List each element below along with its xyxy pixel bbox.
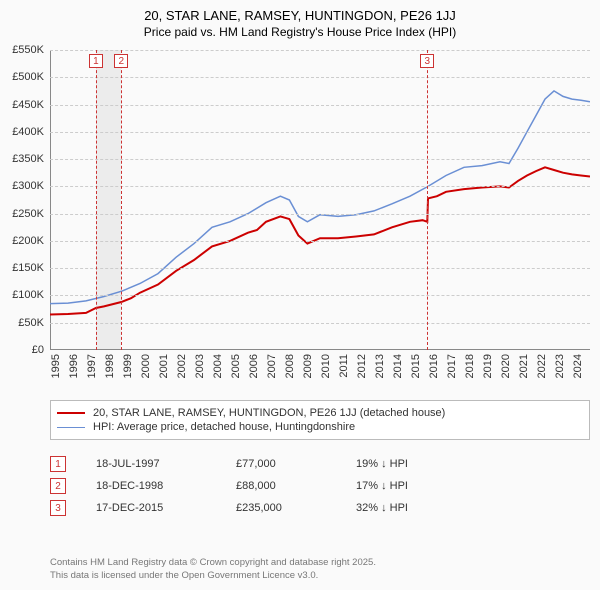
x-tick-label: 2016 (428, 354, 440, 378)
y-tick-label: £400K (12, 126, 50, 138)
x-tick-label: 2013 (374, 354, 386, 378)
grid-line (50, 241, 590, 242)
x-tick-label: 2004 (212, 354, 224, 378)
y-tick-label: £100K (12, 289, 50, 301)
grid-line (50, 50, 590, 51)
legend-swatch (57, 427, 85, 428)
x-tick-label: 2024 (572, 354, 584, 378)
chart-lines-svg (50, 50, 590, 350)
x-tick-label: 1996 (68, 354, 80, 378)
y-tick-label: £50K (18, 317, 50, 329)
chart-title-address: 20, STAR LANE, RAMSEY, HUNTINGDON, PE26 … (0, 8, 600, 23)
sale-marker-box: 1 (89, 54, 103, 68)
y-tick-label: £0 (32, 344, 50, 356)
chart-container: 20, STAR LANE, RAMSEY, HUNTINGDON, PE26 … (0, 0, 600, 590)
sales-table: 1 18-JUL-1997£77,00019% ↓ HPI 2 18-DEC-1998… (50, 450, 590, 522)
series-hpi (50, 91, 590, 304)
x-tick-label: 2021 (518, 354, 530, 378)
chart-title-sub: Price paid vs. HM Land Registry's House … (0, 25, 600, 39)
y-tick-label: £500K (12, 71, 50, 83)
sale-date: 17-DEC-2015 (96, 502, 236, 514)
footer-line-2: This data is licensed under the Open Gov… (50, 570, 590, 582)
x-tick-label: 2011 (338, 354, 350, 378)
y-tick-label: £250K (12, 208, 50, 220)
sale-date: 18-DEC-1998 (96, 480, 236, 492)
sale-price: £77,000 (236, 458, 356, 470)
y-tick-label: £150K (12, 262, 50, 274)
sale-hpi-delta: 19% ↓ HPI (356, 458, 408, 470)
sale-date: 18-JUL-1997 (96, 458, 236, 470)
sale-price: £88,000 (236, 480, 356, 492)
sale-price: £235,000 (236, 502, 356, 514)
x-tick-label: 2008 (284, 354, 296, 378)
sale-marker-box: 2 (114, 54, 128, 68)
grid-line (50, 186, 590, 187)
x-tick-label: 2020 (500, 354, 512, 378)
footer-line-1: Contains HM Land Registry data © Crown c… (50, 557, 590, 569)
grid-line (50, 295, 590, 296)
x-tick-label: 2014 (392, 354, 404, 378)
chart-plot-area: £0£50K£100K£150K£200K£250K£300K£350K£400… (50, 50, 590, 350)
y-tick-label: £350K (12, 153, 50, 165)
grid-line (50, 159, 590, 160)
x-tick-label: 2010 (320, 354, 332, 378)
sale-marker-line (121, 50, 122, 350)
x-tick-label: 1998 (104, 354, 116, 378)
x-tick-label: 2022 (536, 354, 548, 378)
x-tick-label: 1999 (122, 354, 134, 378)
sale-marker-line (96, 50, 97, 350)
grid-line (50, 132, 590, 133)
y-tick-label: £200K (12, 235, 50, 247)
sale-marker-box: 3 (420, 54, 434, 68)
chart-legend: 20, STAR LANE, RAMSEY, HUNTINGDON, PE26 … (50, 400, 590, 440)
x-tick-label: 2018 (464, 354, 476, 378)
sale-row: 3 17-DEC-2015£235,00032% ↓ HPI (50, 500, 590, 516)
sale-marker: 2 (50, 478, 66, 494)
x-tick-label: 2005 (230, 354, 242, 378)
sale-hpi-delta: 32% ↓ HPI (356, 502, 408, 514)
x-tick-label: 2002 (176, 354, 188, 378)
x-tick-label: 2015 (410, 354, 422, 378)
grid-line (50, 105, 590, 106)
legend-swatch (57, 412, 85, 414)
y-tick-label: £300K (12, 180, 50, 192)
x-tick-label: 1997 (86, 354, 98, 378)
x-tick-label: 2017 (446, 354, 458, 378)
sale-marker: 1 (50, 456, 66, 472)
grid-line (50, 77, 590, 78)
sale-row: 2 18-DEC-1998£88,00017% ↓ HPI (50, 478, 590, 494)
x-tick-label: 2006 (248, 354, 260, 378)
grid-line (50, 323, 590, 324)
y-tick-label: £550K (12, 44, 50, 56)
chart-footer: Contains HM Land Registry data © Crown c… (50, 557, 590, 582)
legend-label: HPI: Average price, detached house, Hunt… (93, 421, 355, 433)
x-tick-label: 1995 (50, 354, 62, 378)
x-tick-label: 2023 (554, 354, 566, 378)
y-tick-label: £450K (12, 99, 50, 111)
sale-row: 1 18-JUL-1997£77,00019% ↓ HPI (50, 456, 590, 472)
x-tick-label: 2003 (194, 354, 206, 378)
grid-line (50, 214, 590, 215)
sale-hpi-delta: 17% ↓ HPI (356, 480, 408, 492)
legend-label: 20, STAR LANE, RAMSEY, HUNTINGDON, PE26 … (93, 407, 445, 419)
chart-titles: 20, STAR LANE, RAMSEY, HUNTINGDON, PE26 … (0, 0, 600, 39)
x-tick-label: 2009 (302, 354, 314, 378)
legend-item: 20, STAR LANE, RAMSEY, HUNTINGDON, PE26 … (57, 407, 583, 419)
x-tick-label: 2019 (482, 354, 494, 378)
legend-item: HPI: Average price, detached house, Hunt… (57, 421, 583, 433)
x-tick-label: 2001 (158, 354, 170, 378)
x-tick-label: 2007 (266, 354, 278, 378)
grid-line (50, 268, 590, 269)
sale-marker: 3 (50, 500, 66, 516)
sale-marker-line (427, 50, 428, 350)
x-tick-label: 2000 (140, 354, 152, 378)
x-tick-label: 2012 (356, 354, 368, 378)
